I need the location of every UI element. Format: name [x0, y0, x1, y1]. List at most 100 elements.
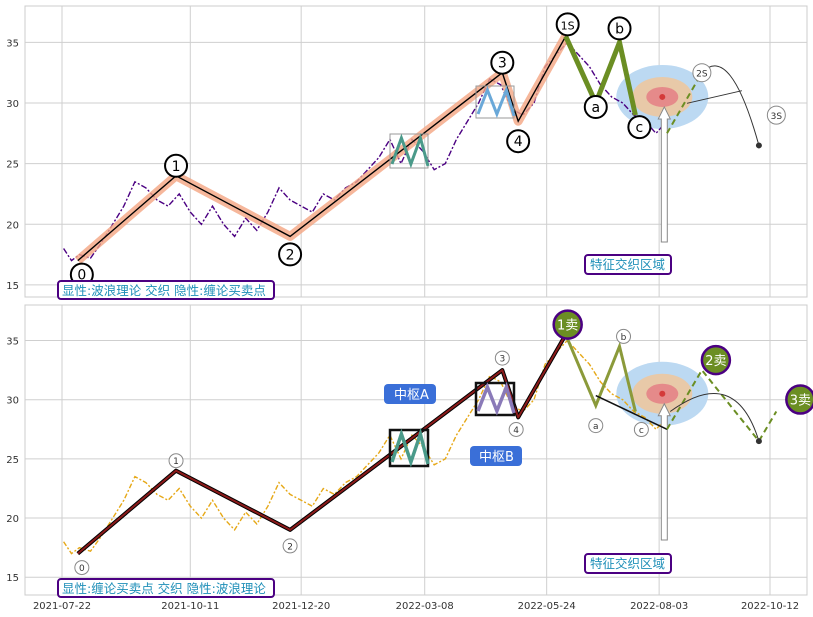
stroke-label-circle: [508, 421, 524, 437]
wave-sub-zigzag: [476, 85, 516, 119]
sell-point-badge: [552, 309, 583, 340]
x-tick-label: 2022-10-12: [741, 601, 799, 612]
wave-sub-box: [389, 133, 429, 169]
y-tick-label: 25: [6, 160, 19, 171]
y-tick-label: 25: [6, 455, 19, 466]
forecast-end-dot: [755, 142, 762, 149]
wave-label: 4: [514, 134, 523, 150]
abc-label-circle: [627, 115, 652, 140]
wave-label-circle: [506, 129, 531, 154]
forecast-line: [666, 368, 778, 443]
price-series-line: [63, 339, 668, 555]
sell-point-label: 2卖: [705, 354, 726, 369]
abc-label-circle: [607, 16, 632, 41]
zhongshu-box: [388, 428, 430, 468]
bottom-zone-label: 特征交织区域: [590, 556, 665, 571]
abc-label: b: [621, 333, 627, 343]
zhongshu-b-text: 中枢B: [479, 450, 514, 465]
sell-point-badge: [700, 344, 732, 376]
zhongshu-zigzag: [390, 427, 430, 468]
y-tick-label: 15: [6, 573, 19, 584]
x-axis-ticks: 2021-07-22 2021-10-11 2021-12-20 2022-03-08…: [33, 601, 799, 612]
zhongshu-a-text: 中枢A: [394, 388, 429, 403]
top-zone-label: 特征交织区域: [590, 257, 665, 272]
wave-label: 3: [498, 56, 507, 72]
top-y-ticks: 15 20 25 30 35: [6, 38, 19, 292]
zhongshu-zigzag: [476, 381, 516, 416]
forecast-end-dot: [755, 438, 762, 445]
wave-label: 0: [77, 268, 86, 284]
forecast-label-circle: [766, 105, 786, 125]
x-tick-label: 2022-08-03: [630, 601, 688, 612]
abc-label-circle: [588, 418, 604, 434]
wave-label-circle: [555, 12, 580, 37]
x-tick-label: 2021-07-22: [33, 601, 91, 612]
bottom-legend-text: 显性:缠论买卖点 交织 隐性:波浪理论: [62, 581, 266, 596]
y-tick-label: 30: [6, 396, 19, 407]
wave-label-circle: [278, 242, 303, 267]
y-tick-label: 35: [6, 38, 19, 49]
y-tick-label: 30: [6, 99, 19, 110]
bottom-zone-label-box: 特征交织区域: [584, 553, 672, 574]
sell-point-label: 3卖: [790, 394, 811, 409]
top-legend-text: 显性:波浪理论 交织 隐性:缠论买卖点: [62, 283, 266, 298]
stroke-label: 2: [287, 542, 293, 552]
stroke-label: 3: [499, 355, 505, 365]
zhongshu-b-label: 中枢B: [470, 446, 522, 466]
y-tick-label: 15: [6, 281, 19, 292]
stroke-label-circle: [74, 560, 90, 576]
zone-arrow: [657, 402, 672, 541]
forecast-label-circle: [692, 63, 712, 83]
forecast-curve: [669, 393, 760, 442]
wave-label-circle: [164, 153, 189, 178]
abc-label-circle: [633, 422, 649, 438]
stroke-label-circle: [168, 453, 184, 469]
x-tick-label: 2021-10-11: [161, 601, 219, 612]
abc-label: a: [593, 422, 599, 432]
sell-point-badge: [785, 384, 813, 415]
forecast-thin-line: [686, 90, 743, 104]
x-tick-label: 2022-05-24: [518, 601, 576, 612]
wave-label: 2: [286, 247, 295, 263]
zone-center-dot: [659, 390, 666, 397]
stroke-label-circle: [494, 350, 510, 366]
abc-label: b: [615, 21, 624, 37]
stroke-label: 4: [513, 426, 519, 436]
stroke-down-line: [595, 394, 668, 430]
forecast-label: 3S: [771, 112, 783, 122]
x-tick-label: 2021-12-20: [272, 601, 330, 612]
stroke-label: 1: [173, 457, 179, 467]
wave-sub-box: [475, 85, 515, 119]
wave-label: 1S: [561, 19, 575, 32]
wave-label: 1: [172, 159, 181, 175]
abc-label: c: [636, 120, 644, 136]
abc-label-circle: [583, 95, 608, 119]
zhongshu-box: [474, 381, 516, 417]
x-tick-label: 2022-03-08: [396, 601, 454, 612]
forecast-label: 2S: [696, 70, 708, 80]
zone-center-dot: [659, 93, 666, 100]
forecast-line-up: [666, 72, 703, 134]
abc-correction-line: [564, 334, 637, 412]
top-zone-label-box: 特征交织区域: [584, 254, 672, 275]
wave-sub-zigzag: [390, 133, 430, 169]
abc-label: c: [639, 426, 644, 436]
zone-arrow: [657, 105, 672, 243]
abc-label: a: [591, 100, 600, 116]
zhongshu-a-label: 中枢A: [384, 384, 436, 404]
wave-label-circle: [490, 50, 515, 75]
abc-label-circle: [616, 328, 632, 344]
y-tick-label: 35: [6, 337, 19, 348]
y-tick-label: 20: [6, 514, 19, 525]
bottom-content: 0 1 2 3 4 a b c 1卖 2卖 3卖: [63, 309, 813, 576]
abc-correction-line: [563, 33, 638, 116]
bottom-y-ticks: 15 20 25 30 35: [6, 337, 19, 585]
stroke-label-circle: [282, 538, 298, 554]
stroke-label: 0: [79, 564, 85, 574]
bottom-legend-box: 显性:缠论买卖点 交织 隐性:波浪理论: [57, 578, 275, 598]
sell-point-label: 1卖: [557, 319, 578, 334]
top-legend-box: 显性:波浪理论 交织 隐性:缠论买卖点: [57, 280, 275, 300]
y-tick-label: 20: [6, 220, 19, 231]
